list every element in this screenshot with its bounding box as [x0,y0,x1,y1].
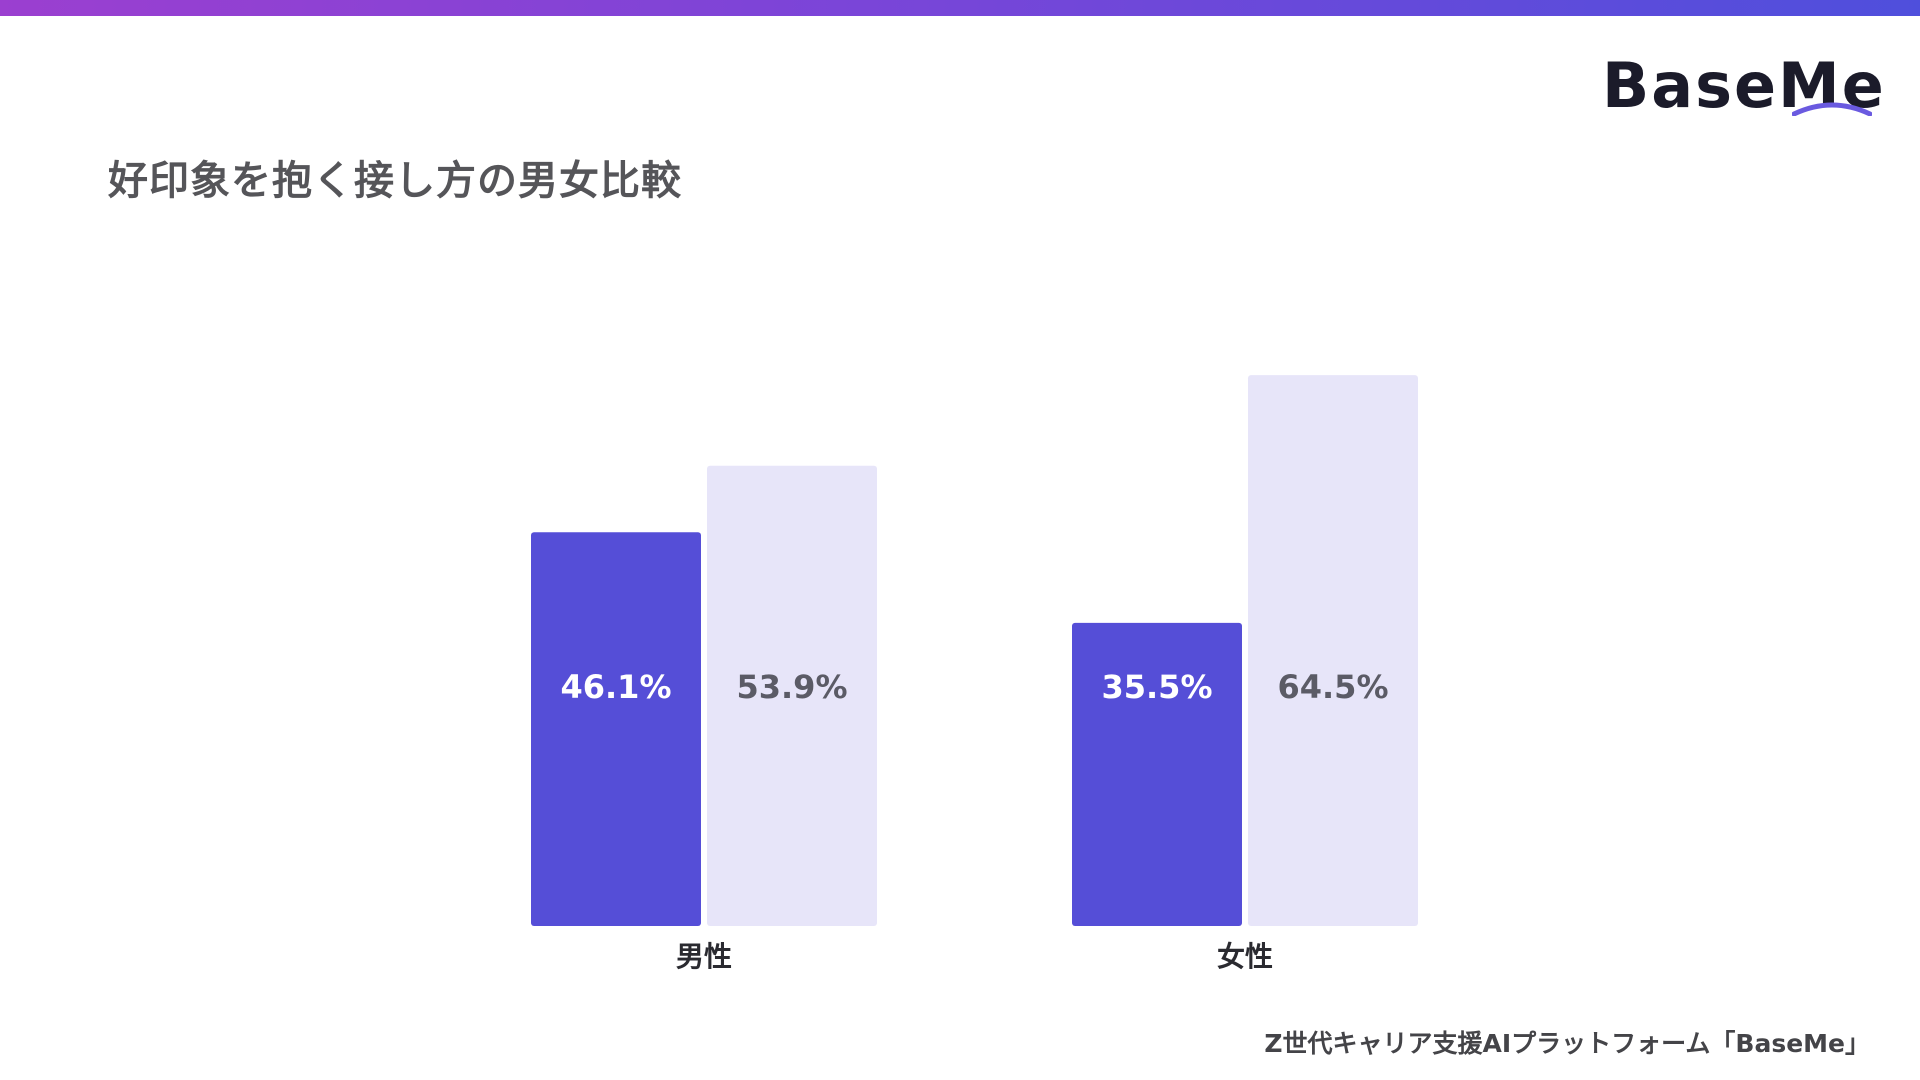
logo-text: BaseMe [1602,49,1886,122]
bar-2-series-1 [1072,622,1242,926]
bar-value-label: 53.9% [736,668,847,706]
brand-logo: BaseMe [1602,46,1884,126]
bar-value-label: 46.1% [560,668,671,706]
footer-credit: Z世代キャリア支援AIプラットフォーム「BaseMe」 [1264,1029,1870,1058]
bar-chart: 46.1% 53.9% 男性 35.5% 64.5% 女性 [531,375,1418,973]
bar-2-series-2 [1248,375,1418,926]
bar-1-series-2 [707,465,877,926]
top-gradient-bar [0,0,1920,16]
category-label: 男性 [676,940,732,973]
category-label: 女性 [1217,940,1273,973]
bar-value-label: 64.5% [1277,668,1388,706]
bar-1-series-1 [531,532,701,926]
bar-value-label: 35.5% [1101,668,1212,706]
page-title: 好印象を抱く接し方の男女比較 [108,158,682,204]
logo-swoosh-icon [1792,102,1872,116]
